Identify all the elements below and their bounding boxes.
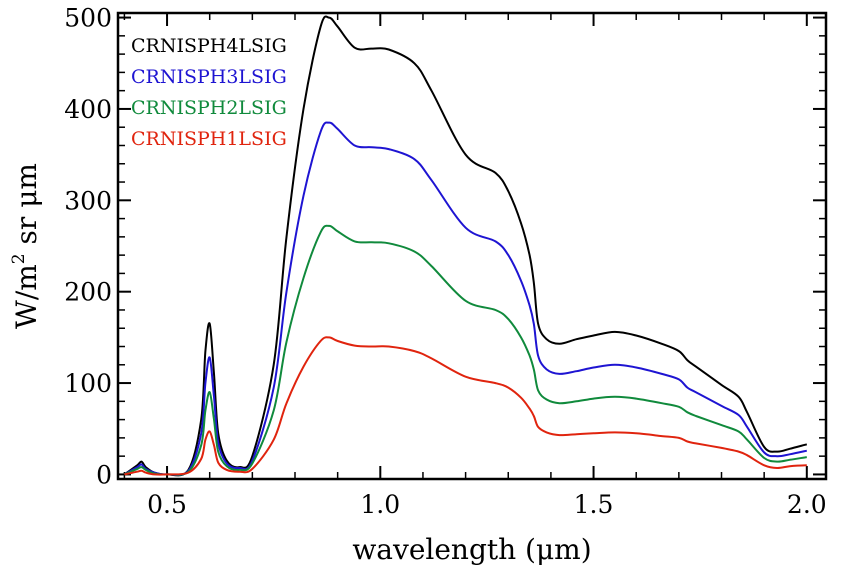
y-axis-label-units: sr μm <box>10 163 43 253</box>
x-tick-label: 1.0 <box>360 490 400 519</box>
series-line-crnisph3lsig <box>123 121 808 477</box>
tick-labels-layer: 0.5 1.0 1.5 2.0 0 100 200 300 400 500 <box>64 4 826 519</box>
y-tick-label: 500 <box>64 4 112 33</box>
legend-entry-crnisph2lsig: CRNISPH2LSIG <box>131 97 287 119</box>
y-tick-label: 0 <box>96 460 112 489</box>
y-axis-label: W/m2 sr μm <box>9 163 43 329</box>
series-line-crnisph1lsig <box>124 336 807 476</box>
x-axis-label: wavelength (μm) <box>352 533 591 566</box>
x-tick-label: 2.0 <box>787 490 827 519</box>
y-tick-label: 100 <box>64 369 112 398</box>
legend: CRNISPH4LSIG CRNISPH3LSIG CRNISPH2LSIG CRNI… <box>131 35 287 150</box>
legend-entry-crnisph3lsig: CRNISPH3LSIG <box>131 66 287 88</box>
y-axis-label-superscript: 2 <box>9 253 29 264</box>
y-tick-label: 300 <box>64 186 112 215</box>
x-tick-label: 0.5 <box>147 490 187 519</box>
legend-entry-crnisph4lsig: CRNISPH4LSIG <box>131 35 287 57</box>
series-line-crnisph4lsig <box>123 15 808 477</box>
x-tick-label: 1.5 <box>574 490 614 519</box>
y-axis-label-main: W/m <box>10 264 43 329</box>
series-layer <box>123 15 808 477</box>
y-tick-label: 200 <box>64 278 112 307</box>
legend-entry-crnisph1lsig: CRNISPH1LSIG <box>131 128 287 150</box>
series-line-crnisph2lsig <box>124 224 807 476</box>
y-tick-label: 400 <box>64 95 112 124</box>
plot-frame <box>116 11 828 481</box>
